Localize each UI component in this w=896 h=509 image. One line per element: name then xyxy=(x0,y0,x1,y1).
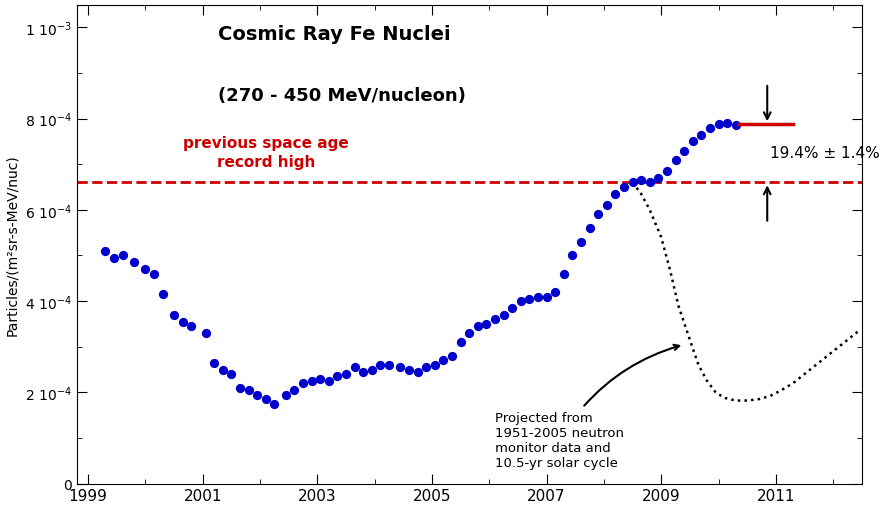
Point xyxy=(224,370,238,378)
Point xyxy=(548,288,563,296)
Point xyxy=(313,375,327,383)
Point xyxy=(207,359,221,367)
Point xyxy=(479,320,494,328)
Point xyxy=(513,297,528,305)
Point xyxy=(436,357,451,365)
Text: 19.4% ± 1.4%: 19.4% ± 1.4% xyxy=(770,146,880,160)
Point xyxy=(241,386,255,394)
Point xyxy=(505,304,520,313)
Point xyxy=(288,386,302,394)
Point xyxy=(728,122,743,130)
Point xyxy=(720,120,735,128)
Point xyxy=(711,121,726,129)
Point xyxy=(677,147,692,155)
Point xyxy=(339,370,353,378)
Point xyxy=(279,391,293,399)
Point xyxy=(470,323,485,331)
Point xyxy=(651,175,666,183)
Point xyxy=(259,395,273,404)
Point xyxy=(608,190,623,199)
Point xyxy=(331,373,345,381)
Text: Projected from
1951-2005 neutron
monitor data and
10.5-yr solar cycle: Projected from 1951-2005 neutron monitor… xyxy=(495,345,679,469)
Point xyxy=(167,311,181,319)
Text: previous space age
record high: previous space age record high xyxy=(183,136,349,169)
Point xyxy=(565,252,580,260)
Point xyxy=(250,391,264,399)
Point xyxy=(625,179,640,187)
Point xyxy=(616,184,631,192)
Point xyxy=(348,363,362,372)
Text: (270 - 450 MeV/nucleon): (270 - 450 MeV/nucleon) xyxy=(218,87,466,105)
Point xyxy=(556,270,571,278)
Point xyxy=(410,368,425,376)
Point xyxy=(462,329,477,337)
Point xyxy=(599,202,614,210)
Point xyxy=(322,377,336,385)
Point xyxy=(445,352,460,360)
Point xyxy=(702,124,717,132)
Point xyxy=(199,329,213,337)
Point xyxy=(573,238,588,246)
Point xyxy=(419,363,434,372)
Point xyxy=(296,379,310,387)
Text: Cosmic Ray Fe Nuclei: Cosmic Ray Fe Nuclei xyxy=(218,24,451,44)
Point xyxy=(668,156,683,164)
Point xyxy=(642,179,657,187)
Point xyxy=(659,167,674,176)
Point xyxy=(591,211,606,219)
Point xyxy=(382,361,396,370)
Point xyxy=(487,316,502,324)
Y-axis label: Particles/(m²sr-s-MeV/nuc): Particles/(m²sr-s-MeV/nuc) xyxy=(5,154,20,335)
Point xyxy=(99,247,113,256)
Point xyxy=(427,361,442,370)
Point xyxy=(267,400,281,408)
Point xyxy=(216,366,230,374)
Point xyxy=(116,252,130,260)
Point xyxy=(402,366,417,374)
Point xyxy=(530,293,545,301)
Point xyxy=(138,266,152,274)
Point xyxy=(156,291,170,299)
Point xyxy=(305,377,319,385)
Point xyxy=(685,138,700,146)
Point xyxy=(694,131,709,139)
Point xyxy=(365,366,379,374)
Point xyxy=(107,254,121,262)
Point xyxy=(522,295,537,303)
Point xyxy=(374,361,388,370)
Point xyxy=(127,259,142,267)
Point xyxy=(356,368,370,376)
Point xyxy=(453,338,468,347)
Point xyxy=(176,318,190,326)
Point xyxy=(496,311,511,319)
Point xyxy=(582,224,597,233)
Point xyxy=(147,270,161,278)
Point xyxy=(539,293,554,301)
Point xyxy=(634,177,649,185)
Point xyxy=(393,363,408,372)
Point xyxy=(185,323,199,331)
Point xyxy=(233,384,247,392)
